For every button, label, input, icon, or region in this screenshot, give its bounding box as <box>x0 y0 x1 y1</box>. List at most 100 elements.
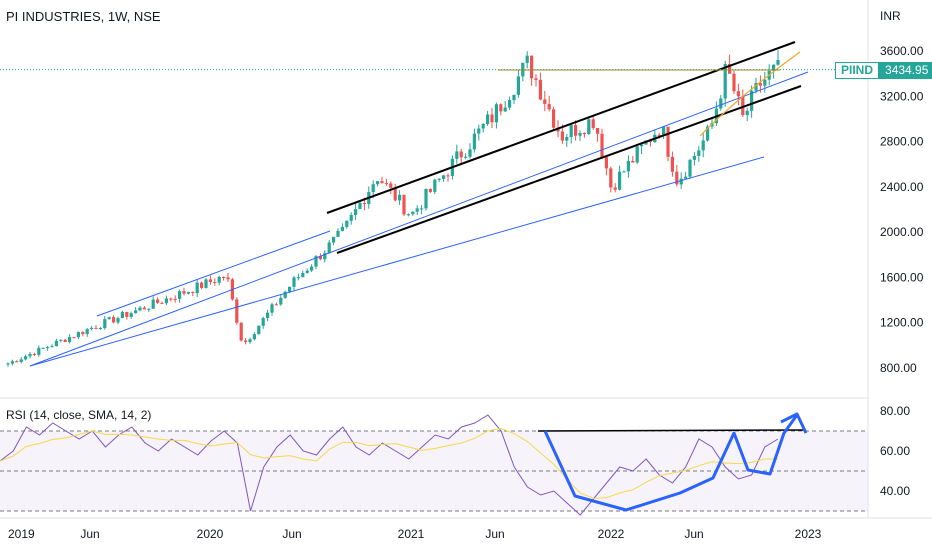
time-tick-label: 2020 <box>197 527 224 541</box>
candle-body <box>204 279 208 288</box>
candle-body <box>151 299 155 309</box>
candle-body <box>675 171 679 185</box>
candle-body <box>538 79 542 100</box>
candle-body <box>763 79 767 86</box>
candle-body <box>481 123 485 129</box>
candle-body <box>345 220 349 227</box>
candle-body <box>120 311 124 319</box>
candle-body <box>340 226 344 231</box>
candle-body <box>512 94 516 101</box>
candle-body <box>217 276 221 283</box>
candle-body <box>732 73 736 92</box>
candle-body <box>213 281 217 283</box>
rsi-tick-label: 60.00 <box>880 444 910 458</box>
time-tick-label: 2019 <box>8 527 35 541</box>
candle-body <box>534 78 538 80</box>
candle-body <box>486 114 490 124</box>
candle-body <box>701 140 705 151</box>
candle-body <box>354 209 358 215</box>
candle-body <box>402 194 406 215</box>
price-tick-label: 3600.00 <box>880 44 924 58</box>
candle-body <box>200 282 204 288</box>
candle-body <box>490 114 494 123</box>
candle-body <box>10 361 14 364</box>
candle-body <box>270 304 274 313</box>
candle-body <box>389 183 393 188</box>
candle-body <box>305 270 309 273</box>
candle-body <box>116 318 120 323</box>
time-tick-label: Jun <box>80 527 99 541</box>
price-tag-value: 3434.95 <box>879 62 932 79</box>
rsi-neckline <box>537 429 807 432</box>
rsi-pattern-path <box>543 414 799 512</box>
candle-body <box>94 327 98 329</box>
candle-body <box>24 356 28 360</box>
candle-body <box>173 298 177 300</box>
candle-body <box>318 256 322 260</box>
candle-body <box>160 302 164 304</box>
candle-body <box>112 317 116 323</box>
candle-body <box>684 176 688 179</box>
candle-body <box>688 159 692 177</box>
candle-body <box>257 325 261 335</box>
candle-body <box>613 187 617 190</box>
candle-body <box>609 168 613 188</box>
candle-body <box>494 104 498 123</box>
trendline-early-blue <box>96 230 331 317</box>
candle-body <box>565 137 569 141</box>
last-price-tag: PIIND 3434.95 <box>835 62 932 79</box>
candle-body <box>301 272 305 278</box>
candle-body <box>169 298 173 300</box>
rsi-line <box>0 414 779 516</box>
candle-body <box>41 347 45 349</box>
candle-body <box>314 256 318 267</box>
candle-body <box>754 83 758 91</box>
candle-body <box>195 282 199 294</box>
time-tick-label: 2023 <box>795 527 822 541</box>
candle-body <box>552 109 556 128</box>
time-tick-label: Jun <box>485 527 504 541</box>
candle-body <box>692 155 696 160</box>
candle-body <box>336 230 340 237</box>
candle-body <box>182 291 186 294</box>
candle-body <box>28 354 32 357</box>
candle-body <box>516 76 520 95</box>
candle-body <box>244 340 248 343</box>
candle-body <box>6 363 10 365</box>
candle-body <box>415 208 419 212</box>
candle-body <box>186 291 190 294</box>
candle-body <box>596 127 600 134</box>
time-tick-label: 2021 <box>398 527 425 541</box>
candle-body <box>600 133 604 158</box>
candle-body <box>384 183 388 185</box>
candle-body <box>697 150 701 156</box>
candle-body <box>292 277 296 287</box>
price-tick-label: 1200.00 <box>880 316 924 330</box>
candle-body <box>547 104 551 110</box>
candle-body <box>81 332 85 335</box>
candle-body <box>591 119 595 128</box>
candle-body <box>261 318 265 326</box>
candle-body <box>266 312 270 319</box>
candle-body <box>745 110 749 116</box>
candle-body <box>635 146 639 163</box>
rsi-pattern-arrowhead <box>780 412 808 434</box>
candle-body <box>424 188 428 209</box>
candle-body <box>164 298 168 304</box>
candle-body <box>446 175 450 177</box>
candle-body <box>274 304 278 306</box>
candle-body <box>103 319 107 328</box>
price-tick-label: 2000.00 <box>880 225 924 239</box>
rsi-tick-label: 80.00 <box>880 404 910 418</box>
candle-body <box>380 181 384 184</box>
candle-body <box>393 187 397 201</box>
candle-body <box>46 347 50 349</box>
candle-body <box>758 83 762 86</box>
candle-body <box>327 242 331 254</box>
candle-body <box>332 236 336 243</box>
moving-average-curve <box>699 51 801 137</box>
channel-upper-black <box>326 41 796 214</box>
candle-body <box>582 133 586 135</box>
candle-body <box>750 90 754 111</box>
